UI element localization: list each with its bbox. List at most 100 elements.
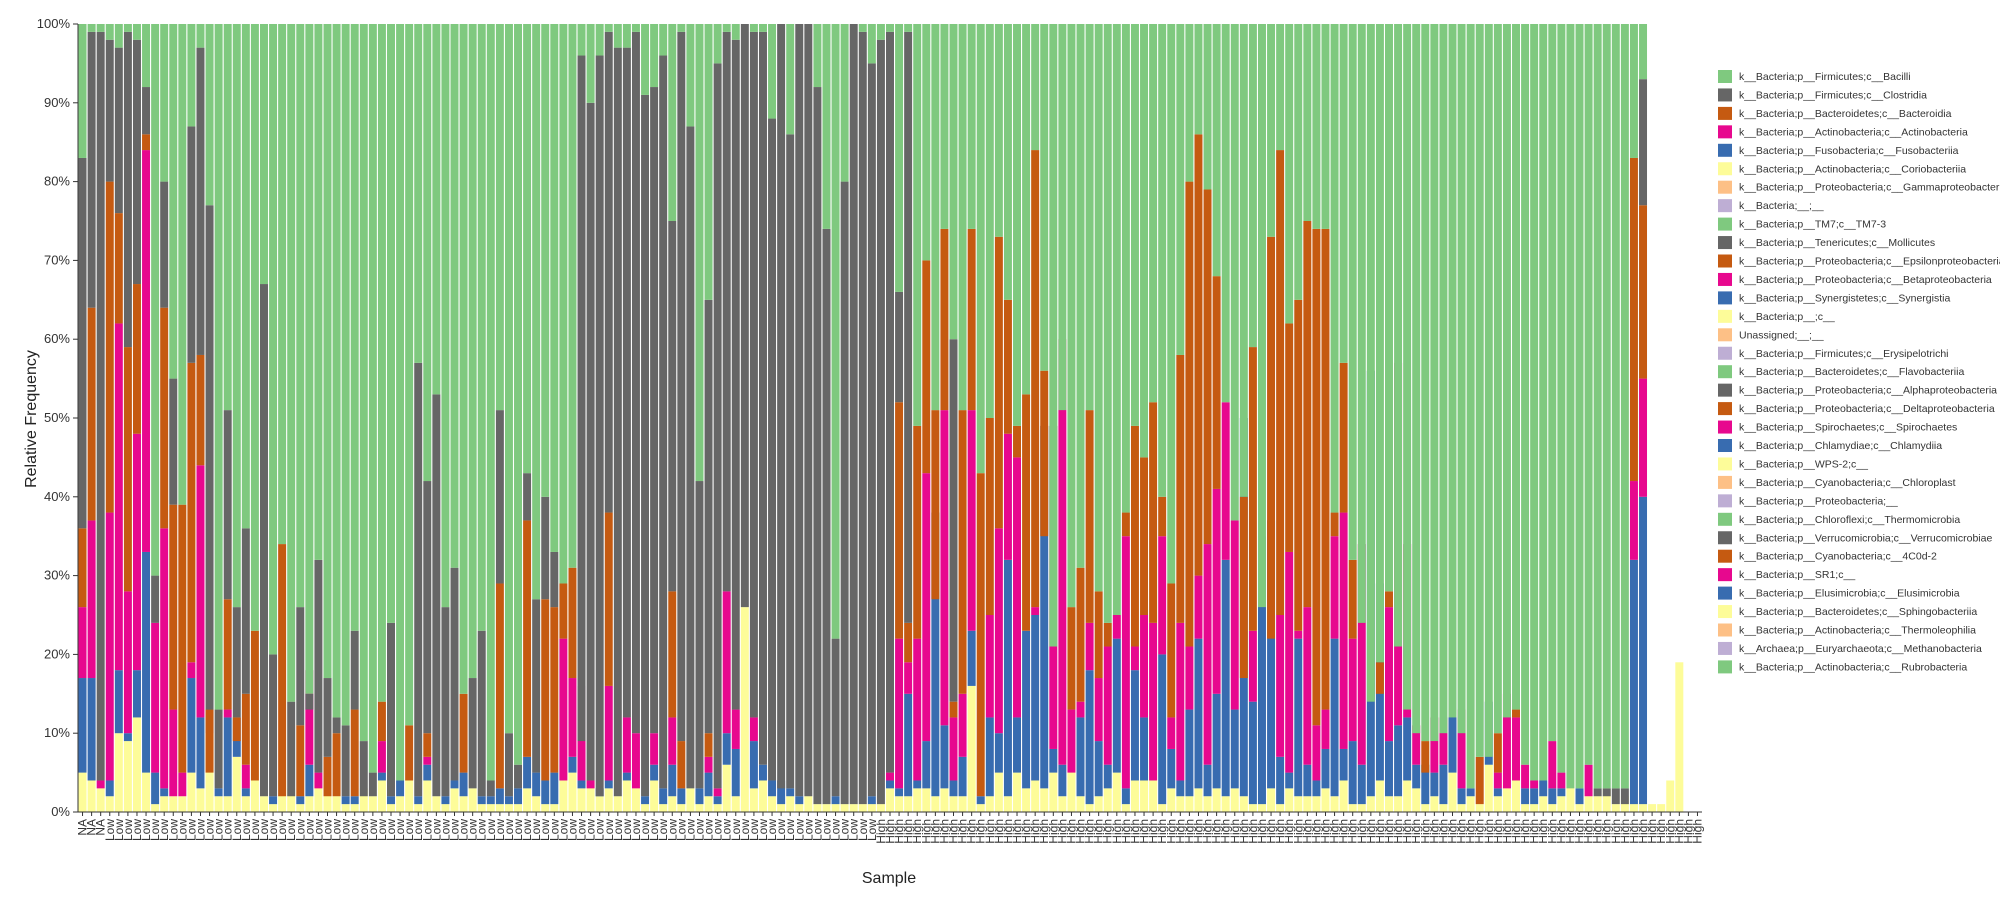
bar-segment-fusobacteriia [1112,638,1121,773]
bar-segment-actinobacteria [1121,536,1130,789]
bar-segment-bacteroidia [123,347,132,592]
bar-segment-bacilli [1321,24,1330,229]
bar-segment-bacteroidia [296,725,305,797]
bar-segment-fusobacteriia [958,756,967,797]
x-tick-label: High [928,819,942,844]
bar-segment-coriobacteriia [940,788,949,812]
bar-segment-clostridia [722,31,731,592]
bar-segment-clostridia [477,630,486,797]
bar-segment-fusobacteriia [114,670,123,734]
bar-segment-bacilli [1221,24,1230,403]
bar-segment-clostridia [532,599,541,773]
bar-segment-coriobacteriia [631,788,640,812]
bar-segment-actinobacteria [1013,457,1021,718]
bar-segment-clostridia [1639,79,1648,206]
bar-segment-bacilli [1593,24,1602,789]
bar-segment-fusobacteriia [1557,788,1566,797]
bar-segment-actinobacteria [949,717,958,781]
bar-segment-bacilli [1629,24,1638,158]
bar-segment-bacilli [96,24,105,32]
bar-segment-bacilli [1457,24,1466,734]
bar-segment-clostridia [904,31,913,623]
bar-segment-clostridia [450,567,459,781]
bar-segment-bacteroidia [1176,354,1185,623]
bar-segment-bacilli [132,24,141,40]
bar-segment-coriobacteriia [677,804,686,812]
bar-segment-coriobacteriia [994,772,1003,812]
bar-segment-fusobacteriia [1040,425,1049,789]
bar-segment-bacteroidia [904,622,913,663]
bar-segment-actinobacteria [1502,693,1511,789]
bar-segment-bacteroidia [250,630,259,781]
bar-segment-coriobacteriia [985,796,994,812]
x-tick-label: Low [175,819,189,841]
bar-segment-bacteroidia [377,701,386,742]
x-tick-label: Low [429,819,443,841]
bar-segment-coriobacteriia [1439,804,1448,812]
x-tick-label: Low [584,819,598,841]
x-tick-label: Low [711,819,725,841]
bar-segment-actinobacteria [1058,339,1067,765]
bar-segment-coriobacteriia [1031,780,1040,812]
bar-segment-bacilli [160,24,169,182]
bar-segment-bacteroidia [105,181,114,513]
x-tick-label: Low [647,819,661,841]
bar-segment-fusobacteriia [504,796,513,805]
x-tick-label: High [1273,819,1287,844]
bar-segment-bacilli [622,24,631,48]
bar-segment-bacilli [586,24,595,103]
bar-segment-bacilli [1194,24,1203,135]
bar-segment-clostridia [151,575,160,623]
x-tick-label: Low [357,819,371,841]
x-tick-label: Low [203,819,217,841]
bar-segment-bacteroidia [495,583,504,789]
bar-segment-actinobacteria [1629,481,1638,560]
bar-segment-bacilli [913,24,922,426]
bar-segment-fusobacteriia [1167,748,1176,789]
x-tick-label: Low [602,819,616,841]
bar-segment-bacteroidia [423,733,432,757]
bar-segment-clostridia [350,630,359,710]
bar-segment-clostridia [804,24,813,797]
bar-segment-actinobacteria [314,772,323,789]
x-tick-label: Low [348,819,362,841]
x-tick-label: High [1509,819,1523,844]
x-tick-label: High [1074,819,1088,844]
bar-segment-fusobacteriia [1466,788,1475,797]
bar-segment-bacilli [514,24,523,765]
bar-segment-fusobacteriia [749,741,758,789]
bar-segment-bacteroidia [1385,591,1393,608]
bar-segment-coriobacteriia [1575,804,1584,812]
x-axis: NANANALowLowLowLowLowLowLowLowLowLowLowL… [76,811,1704,844]
bar-segment-coriobacteriia [813,804,822,812]
bar-segment-actinobacteria [114,323,123,671]
bar-segment-fusobacteriia [641,796,650,805]
bar-segment-clostridia [550,551,559,608]
bar-segment-bacilli [1439,24,1448,734]
bar-segment-bacilli [169,24,178,379]
bar-segment-fusobacteriia [1003,559,1012,797]
bar-segment-fusobacteriia [1457,788,1466,805]
bar-segment-coriobacteriia [1212,788,1221,812]
y-tick-label: 30% [44,568,70,583]
bar-segment-bacilli [1548,24,1557,742]
bar-segment-coriobacteriia [1239,796,1248,812]
bar-segment-bacilli [1584,24,1593,765]
bar-segment-clostridia [187,126,196,363]
legend-swatch [1718,346,1732,360]
bar-segment-actinobacteria [132,433,141,671]
bar-segment-clostridia [695,481,704,789]
bar-segment-bacteroidia [205,709,214,773]
legend-label: Unassigned;__;__ [1739,329,1824,341]
bar-segment-fusobacteriia [532,772,541,797]
bar-segment-clostridia [813,87,822,805]
bar-segment-bacilli [495,24,504,411]
bar-segment-clostridia [631,31,640,734]
bar-segment-clostridia [686,126,695,789]
bar-segment-clostridia [341,725,350,797]
bar-segment-actinobacteria [749,717,758,742]
bar-segment-actinobacteria [1385,607,1393,742]
bar-segment-fusobacteriia [1430,772,1439,797]
x-tick-label: High [1191,819,1205,844]
bar-segment-bacteroidia [178,504,187,773]
